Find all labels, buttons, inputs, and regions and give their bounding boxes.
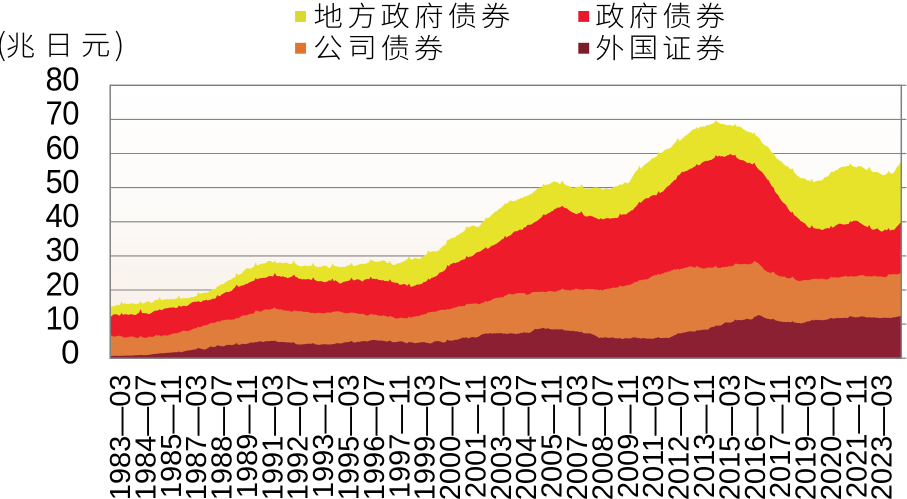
svg-text:30: 30 bbox=[46, 231, 80, 268]
svg-text:1995—03: 1995—03 bbox=[334, 375, 366, 499]
svg-text:1983—03: 1983—03 bbox=[105, 375, 137, 499]
svg-text:2016—07: 2016—07 bbox=[740, 375, 772, 499]
svg-text:2019—03: 2019—03 bbox=[791, 375, 823, 499]
svg-text:2001—11: 2001—11 bbox=[461, 375, 493, 499]
svg-text:0: 0 bbox=[61, 334, 79, 371]
svg-text:2020—07: 2020—07 bbox=[816, 375, 848, 499]
svg-text:2021—11: 2021—11 bbox=[841, 375, 873, 499]
svg-text:2011—03: 2011—03 bbox=[638, 375, 670, 499]
svg-text:20: 20 bbox=[46, 265, 80, 302]
svg-text:1989—11: 1989—11 bbox=[232, 375, 264, 499]
svg-text:2004—07: 2004—07 bbox=[511, 375, 543, 499]
svg-text:1985—11: 1985—11 bbox=[156, 375, 188, 499]
svg-text:1987—03: 1987—03 bbox=[181, 375, 213, 499]
svg-text:40: 40 bbox=[46, 197, 80, 234]
svg-text:1996—07: 1996—07 bbox=[359, 375, 391, 499]
svg-text:2000—07: 2000—07 bbox=[435, 374, 467, 499]
svg-text:2017—11: 2017—11 bbox=[765, 375, 797, 499]
svg-text:1991—03: 1991—03 bbox=[257, 375, 289, 499]
svg-text:1984—07: 1984—07 bbox=[130, 375, 162, 499]
svg-text:1993—11: 1993—11 bbox=[308, 375, 340, 499]
svg-text:2003—03: 2003—03 bbox=[486, 375, 518, 499]
svg-text:70: 70 bbox=[46, 95, 80, 132]
svg-text:2023—03: 2023—03 bbox=[867, 375, 899, 499]
svg-text:2012—07: 2012—07 bbox=[664, 375, 696, 499]
svg-text:2013—11: 2013—11 bbox=[689, 375, 721, 499]
svg-text:50: 50 bbox=[46, 163, 80, 200]
svg-text:2007—03: 2007—03 bbox=[562, 375, 594, 499]
svg-text:1997—11: 1997—11 bbox=[384, 375, 416, 499]
svg-text:80: 80 bbox=[46, 61, 80, 98]
svg-text:1988—07: 1988—07 bbox=[207, 375, 239, 499]
svg-text:2008—07: 2008—07 bbox=[587, 375, 619, 499]
svg-text:2009—11: 2009—11 bbox=[613, 375, 645, 499]
svg-text:60: 60 bbox=[46, 129, 80, 166]
svg-text:2005—11: 2005—11 bbox=[537, 375, 569, 499]
svg-text:1992—07: 1992—07 bbox=[283, 375, 315, 499]
svg-text:10: 10 bbox=[46, 299, 80, 336]
svg-text:2015—03: 2015—03 bbox=[714, 375, 746, 499]
svg-text:1999—03: 1999—03 bbox=[410, 375, 442, 499]
